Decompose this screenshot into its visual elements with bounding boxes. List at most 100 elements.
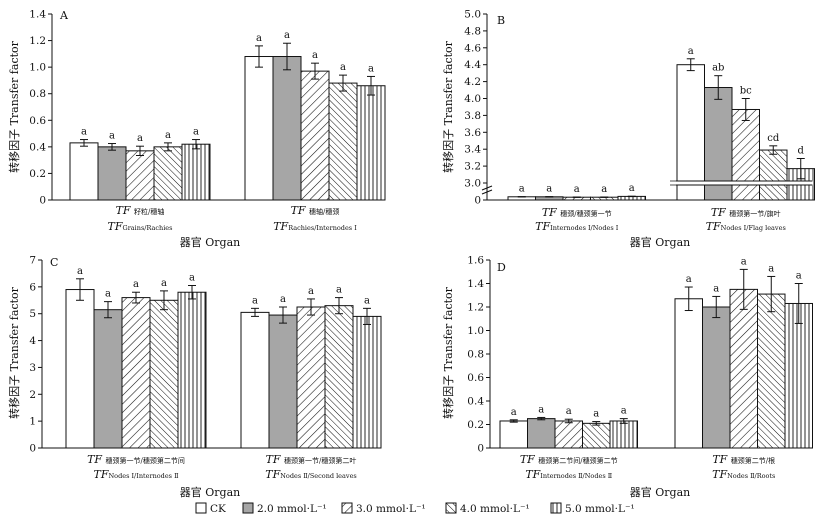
x-axis-title: 器官 Organ [180, 485, 240, 499]
y-tick-label: 1.0 [467, 325, 484, 337]
bar [125, 150, 155, 201]
significance-letter: a [189, 273, 195, 284]
x-category-sublabel: TFRachies/Internodes Ⅰ [273, 220, 357, 233]
bar [759, 149, 788, 201]
panel-a: 0 0.2 0.4 0.6 0.8 1.0 1.2 1.4 A 转移因子 Transfer fac… [7, 9, 386, 249]
y-tick-label: 2 [29, 389, 36, 401]
significance-letter: ab [712, 63, 724, 74]
bar [731, 108, 760, 201]
panel-letter: A [59, 9, 69, 22]
significance-letter: a [109, 131, 115, 142]
significance-letter: a [161, 278, 167, 289]
y-tick-label: 0.4 [29, 141, 46, 153]
y-tick-label: 0 [477, 443, 484, 455]
x-category-sublabel: TFNodes Ⅱ/Second leaves [265, 468, 357, 481]
significance-letter: a [741, 256, 747, 267]
bar [97, 146, 127, 201]
significance-letter: a [601, 184, 607, 195]
y-tick-label: 1 [29, 416, 36, 428]
x-category-label: TF 穗颈第一节/穗颈第二叶 [266, 453, 357, 466]
y-tick-label: 4.0 [464, 93, 481, 105]
significance-letter: d [798, 145, 805, 156]
legend-swatch [242, 502, 254, 514]
x-category-sublabel: TFInternodes Ⅰ/Nodes Ⅰ [535, 220, 619, 233]
y-tick-label: 1.2 [29, 35, 46, 47]
bar [177, 291, 207, 449]
significance-letter: a [538, 404, 544, 415]
significance-letter: a [368, 63, 374, 74]
bar [356, 85, 386, 201]
x-category-sublabel: TFGrains/Rachies [108, 220, 173, 233]
bar [296, 306, 326, 449]
bar [324, 305, 354, 449]
y-tick-label: 7 [29, 255, 36, 267]
bar [674, 298, 703, 449]
bar [757, 293, 786, 449]
y-tick-label: 3.4 [464, 144, 481, 156]
significance-letter: a [713, 283, 719, 294]
bar [784, 302, 813, 449]
x-category-sublabel: TFNodes Ⅰ/Internodes Ⅱ [94, 468, 180, 481]
y-axis-label: 转移因子 Transfer factor [441, 286, 455, 419]
bar [244, 56, 274, 201]
x-category-sublabel: TFInternodes Ⅱ/Nodes Ⅱ [525, 468, 612, 481]
significance-letter: a [284, 30, 290, 41]
y-tick-label: 0.6 [467, 372, 484, 384]
bar [181, 143, 211, 201]
significance-letter: a [340, 62, 346, 73]
y-tick-label: 0.4 [467, 396, 484, 408]
x-axis-title: 器官 Organ [630, 235, 690, 249]
significance-letter: a [686, 274, 692, 285]
significance-letter: a [336, 285, 342, 296]
bar [582, 422, 611, 449]
legend-swatch [445, 502, 457, 514]
significance-letter: a [81, 127, 87, 138]
panel-d: 0 0.2 0.4 0.6 0.8 1.0 1.2 1.4 1.6 D 转移因子 Transfer … [441, 255, 813, 499]
y-axis-label: 转移因子 Transfer factor [441, 40, 455, 173]
legend-label: 5.0 mmol·L⁻¹ [565, 503, 635, 515]
axis-break-gap [676, 181, 813, 185]
panel-letter: C [50, 256, 58, 269]
significance-letter: a [312, 50, 318, 61]
significance-letter: a [193, 127, 199, 138]
x-category-sublabel: TFNodes Ⅰ/Flag leaves [706, 220, 786, 233]
panel-letter: D [497, 261, 506, 274]
significance-letter: a [629, 183, 635, 194]
significance-letter: a [688, 46, 694, 57]
legend-swatch [195, 502, 207, 514]
significance-letter: a [511, 407, 517, 418]
significance-letter: cd [767, 133, 780, 144]
bar [69, 142, 99, 201]
y-tick-label: 4.6 [464, 42, 481, 54]
significance-letter: bc [740, 86, 752, 97]
significance-letter: a [280, 294, 286, 305]
legend-label: CK [210, 503, 226, 515]
panel-c: 0 1 2 3 4 5 6 7 C 转移因子 Transfer factor a a a a a TF 穗颈第… [7, 255, 382, 499]
panel-b: 0 3.0 3.2 3.4 3.6 3.8 4.0 4.2 4.4 4.6 4.8 5.0 B 转移因子 … [441, 9, 815, 249]
y-tick-label: 0 [39, 195, 46, 207]
significance-letter: a [252, 295, 258, 306]
y-tick-label: 4.8 [464, 25, 481, 37]
significance-letter: a [566, 406, 572, 417]
y-tick-label: 1.6 [467, 255, 484, 267]
y-tick-label: 0.8 [467, 349, 484, 361]
significance-letter: a [256, 33, 262, 44]
x-category-label: TF 穗颈/穗颈第一节 [542, 206, 612, 219]
bar [554, 420, 583, 449]
significance-letter: a [77, 266, 83, 277]
y-tick-label: 6 [29, 281, 36, 293]
legend-label: 2.0 mmol·L⁻¹ [257, 503, 327, 515]
axis-break-mark [481, 185, 493, 191]
bar [328, 82, 358, 201]
y-tick-label: 1.0 [29, 62, 46, 74]
y-tick-label: 3 [29, 362, 36, 374]
bar [300, 70, 330, 201]
significance-letter: a [364, 295, 370, 306]
bar [729, 288, 758, 449]
significance-letter: a [546, 184, 552, 195]
y-tick-label: 0.2 [467, 419, 484, 431]
x-category-label: TF 穗颈第一节/旗叶 [711, 206, 781, 219]
bar [527, 418, 556, 449]
significance-letter: a [519, 184, 525, 195]
